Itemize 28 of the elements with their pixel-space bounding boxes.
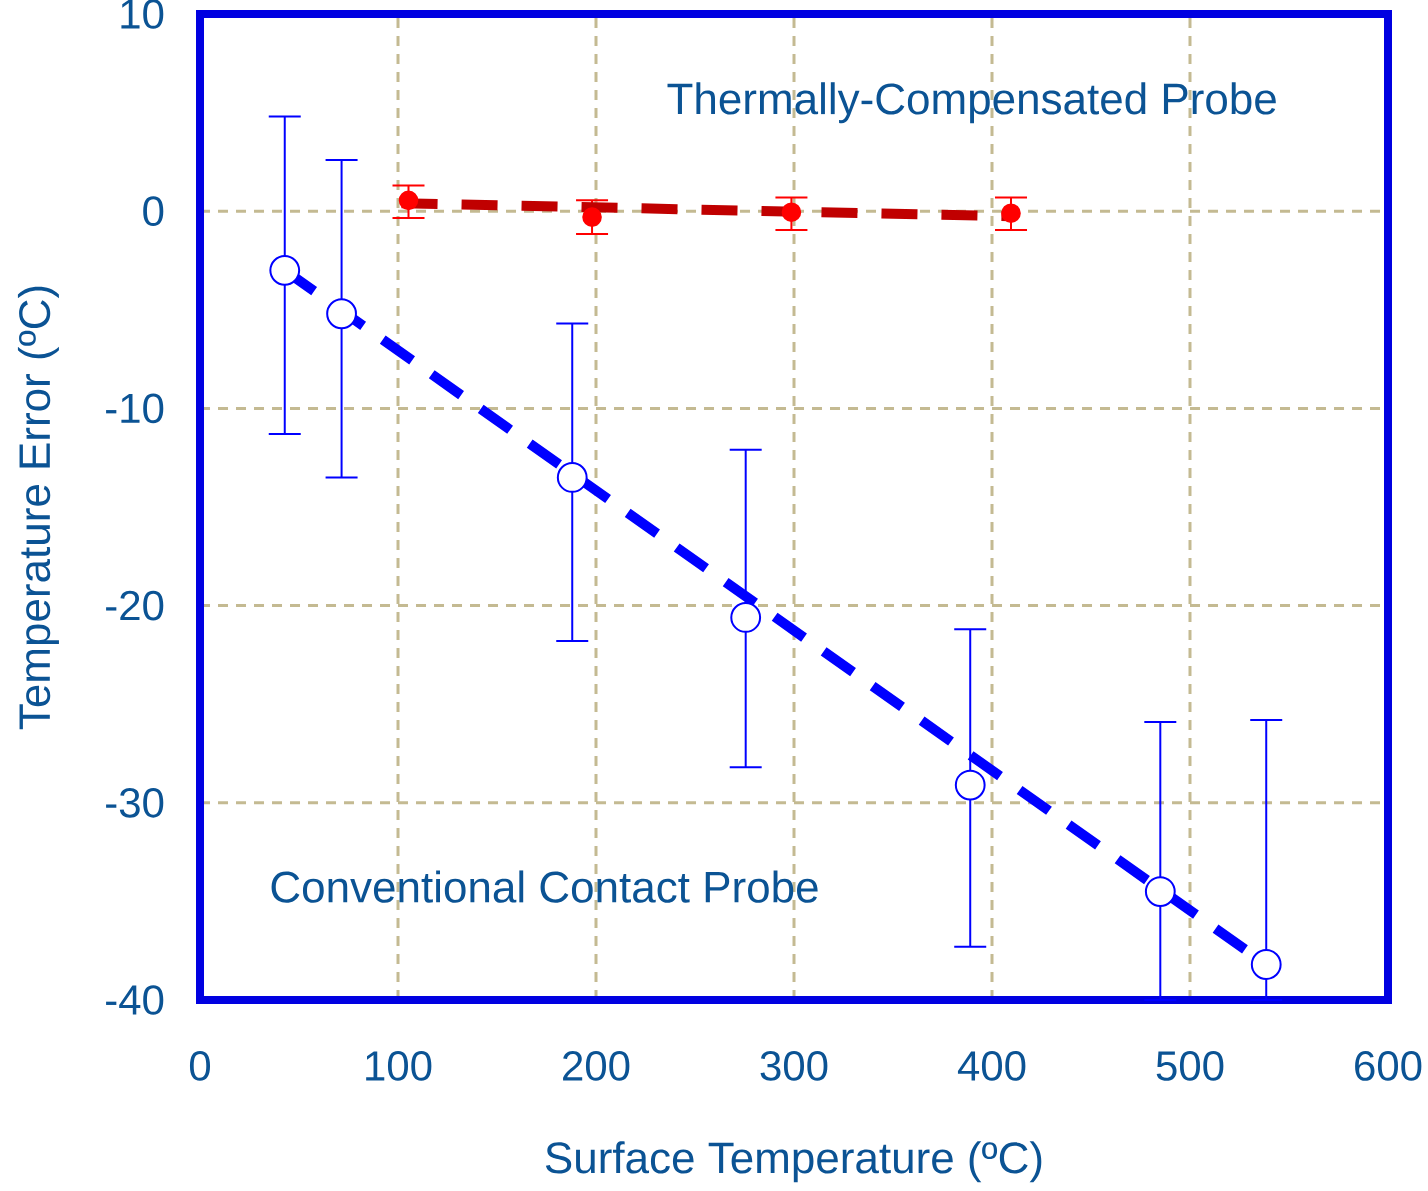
annotation: Conventional Contact Probe (271, 870, 818, 903)
point (1250, 949, 1282, 980)
y-tick-label: 10 (121, 0, 164, 29)
x-tick-label: 300 (760, 1051, 828, 1081)
y-tick-label: -30 (106, 787, 164, 818)
point (954, 769, 986, 801)
annotation: Thermally-Compensated Probe (667, 82, 1276, 124)
x-tick-label: 200 (563, 1051, 630, 1081)
x-tick-label: 400 (957, 1051, 1026, 1081)
point (1144, 876, 1176, 907)
point (326, 298, 357, 330)
point (582, 207, 602, 227)
point (556, 462, 588, 493)
point (781, 202, 802, 222)
y-tick-label: -10 (106, 393, 164, 424)
y-tick-label: -40 (106, 985, 164, 1015)
y-tick-label: -20 (106, 590, 164, 621)
x-axis-title: Surface Temperature (ºC) (545, 1141, 1042, 1183)
y-axis-title: Temperature Error (ºC) (17, 286, 59, 730)
point (1001, 203, 1021, 223)
x-tick-label: 100 (366, 1051, 432, 1081)
point (398, 190, 419, 211)
y-tick-label: 0 (143, 196, 164, 227)
point (730, 602, 762, 633)
point (269, 254, 301, 286)
x-tick-label: 0 (189, 1051, 211, 1081)
x-tick-label: 600 (1355, 1051, 1422, 1081)
x-tick-label: 500 (1156, 1051, 1224, 1081)
